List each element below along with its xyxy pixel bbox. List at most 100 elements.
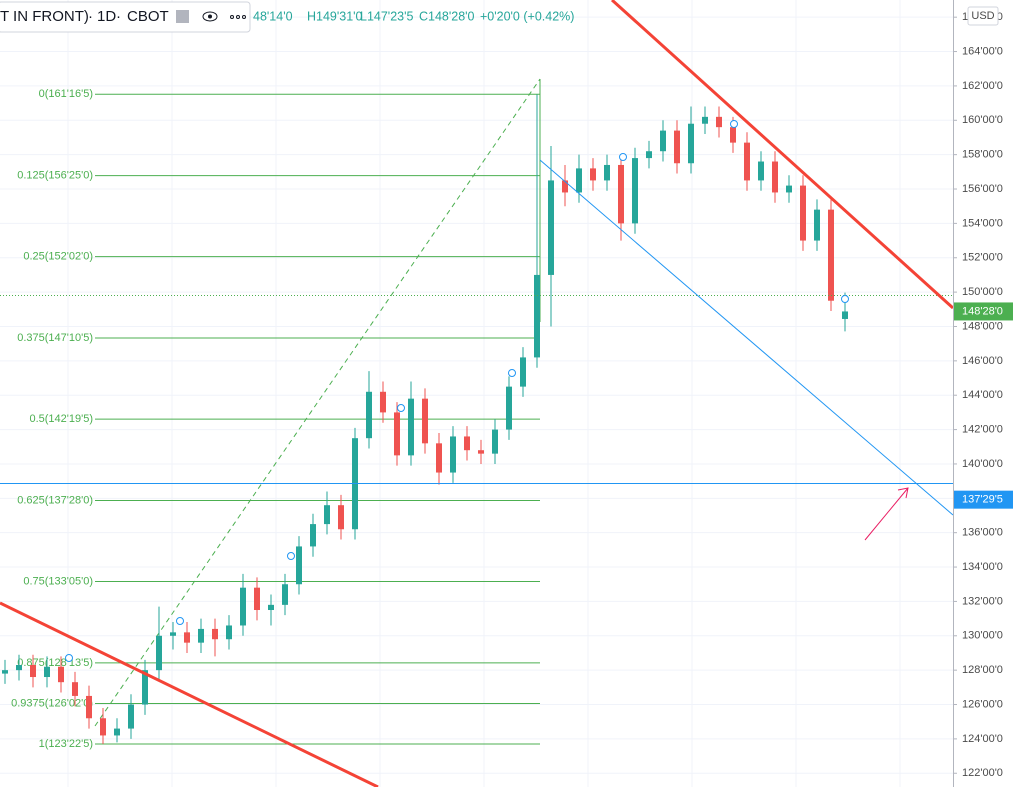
candle-body <box>478 450 484 454</box>
candle-body <box>310 524 316 547</box>
candle-body <box>534 274 540 358</box>
candle-body <box>604 164 610 181</box>
candle-body <box>506 386 512 430</box>
candle-body <box>2 670 8 674</box>
y-tick-label: 148'00'0 <box>962 320 1003 332</box>
candle-body <box>72 682 78 696</box>
candle-body <box>772 161 778 193</box>
candle-body <box>436 443 442 473</box>
interval: 1D <box>97 8 116 25</box>
fib-retracement: 0(161'16'5) 0.125(156'25'0) 0.25(152'02'0)… <box>11 88 540 750</box>
ohlc-high: H149'31'0 <box>307 9 363 23</box>
y-tick-label: 156'00'0 <box>962 183 1003 195</box>
candle-body <box>450 436 456 473</box>
eye-icon[interactable] <box>202 11 218 22</box>
price-axis-labels: 122'00'0 124'00'0 126'00'0 128'00'0 130'00'0… <box>953 11 1003 779</box>
candle-body <box>212 628 218 640</box>
ohlc-open: 48'14'0 <box>253 9 293 23</box>
candle-body <box>268 604 274 611</box>
y-tick-label: 154'00'0 <box>962 217 1003 229</box>
candle-body <box>366 391 372 439</box>
candle-body <box>282 584 288 605</box>
candle-body <box>520 357 526 387</box>
y-tick-label: 160'00'0 <box>962 114 1003 126</box>
y-tick-label: 126'00'0 <box>962 698 1003 710</box>
trend-line <box>610 0 955 310</box>
candle-body <box>800 185 806 241</box>
y-tick-label: 144'00'0 <box>962 389 1003 401</box>
y-tick-label: 146'00'0 <box>962 355 1003 367</box>
y-tick-label: 152'00'0 <box>962 252 1003 264</box>
candle-body <box>254 587 260 611</box>
candle-body <box>380 391 386 413</box>
candle-body <box>576 168 582 193</box>
candle-body <box>44 666 50 678</box>
candle-body <box>128 704 134 729</box>
y-tick-label: 162'00'0 <box>962 80 1003 92</box>
candle-body <box>758 161 764 181</box>
candle-body <box>590 168 596 181</box>
candle-body <box>184 632 190 643</box>
candle-body <box>548 180 554 275</box>
fib-trend-line <box>94 78 541 727</box>
fib-label: 0.375(147'10'5) <box>17 332 93 344</box>
candle-body <box>338 505 344 530</box>
candle-body <box>394 412 400 456</box>
fib-label: 0.9375(126'02'0) <box>11 697 93 709</box>
candle-body <box>646 151 652 159</box>
price-tag <box>954 490 1013 509</box>
candle-body <box>142 670 148 705</box>
fib-label: 0.625(137'28'0) <box>17 494 93 506</box>
candle-body <box>58 666 64 683</box>
y-tick-label: 136'00'0 <box>962 527 1003 539</box>
currency-box <box>967 6 999 26</box>
candle-body <box>730 127 736 143</box>
ohlc-change: +0'20'0 (+0.42%) <box>480 9 574 23</box>
candle-body <box>618 164 624 224</box>
flag-icon[interactable] <box>176 10 189 23</box>
candle-body <box>828 209 834 301</box>
y-tick-label: 142'00'0 <box>962 423 1003 435</box>
candle-body <box>198 628 204 643</box>
candle-body <box>114 728 120 736</box>
candle-body <box>562 180 568 193</box>
candle-body <box>660 130 666 152</box>
candle-body <box>842 311 848 319</box>
more-icon[interactable] <box>230 15 246 19</box>
separator: · <box>116 8 121 25</box>
candle-body <box>702 116 708 124</box>
event-markers <box>65 120 849 662</box>
y-tick-label: 164'00'0 <box>962 45 1003 57</box>
y-tick-label: 128'00'0 <box>962 664 1003 676</box>
candle-body <box>744 142 750 181</box>
y-tick-label: 132'00'0 <box>962 595 1003 607</box>
trend-line <box>539 159 954 516</box>
candle-body <box>296 546 302 585</box>
y-tick-label: 130'00'0 <box>962 630 1003 642</box>
fib-label: 0.125(156'25'0) <box>17 169 93 181</box>
price-tag-label: 137'29'5 <box>962 494 1003 506</box>
candle-body <box>786 185 792 193</box>
candle-body <box>422 398 428 444</box>
fib-label: 0.875(128'13'5) <box>17 657 93 669</box>
candle-body <box>240 587 246 626</box>
arrow <box>864 487 909 541</box>
y-tick-label: 150'00'0 <box>962 286 1003 298</box>
price-tag <box>954 302 1013 321</box>
candle-body <box>464 436 470 451</box>
candle-body <box>156 635 162 671</box>
fib-label: 0.25(152'02'0) <box>23 251 93 263</box>
candle-body <box>170 632 176 636</box>
legend-box <box>0 1 251 33</box>
exchange: CBOT <box>127 8 169 25</box>
fib-label: 1(123'22'5) <box>39 738 93 750</box>
y-tick-label: 124'00'0 <box>962 733 1003 745</box>
price-axis <box>953 0 1013 787</box>
candle-body <box>226 625 232 640</box>
candle-body <box>674 130 680 164</box>
price-tag-label: 148'28'0 <box>962 305 1003 317</box>
candle-body <box>632 158 638 224</box>
candle-body <box>716 116 722 128</box>
candle-body <box>86 695 92 719</box>
